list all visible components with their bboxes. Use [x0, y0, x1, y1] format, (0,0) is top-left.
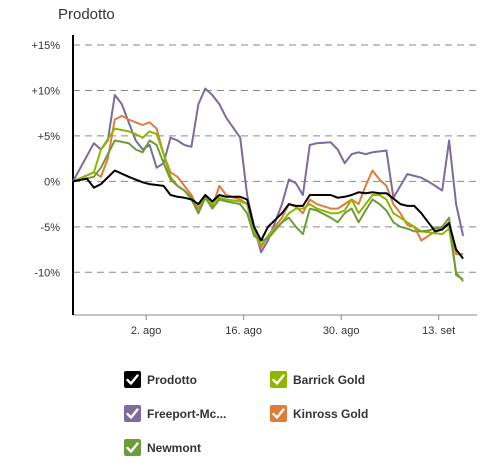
legend-item-barrick-gold[interactable]: Barrick Gold	[270, 371, 365, 388]
series-line-newmont	[72, 139, 464, 281]
legend-label-prodotto: Prodotto	[147, 372, 197, 387]
x-axis-ticks: 2. ago 16. ago 30. ago 13. set	[131, 315, 455, 337]
legend-label-freeport-mc: Freeport-Mc...	[147, 406, 227, 421]
y-tick-label: 0%	[44, 176, 60, 188]
legend-swatch-kinross-gold	[270, 405, 287, 422]
legend-label-newmont: Newmont	[147, 440, 201, 455]
x-tick-label: 13. set	[422, 325, 455, 337]
check-icon	[126, 374, 139, 385]
legend-item-freeport-mc[interactable]: Freeport-Mc...	[124, 405, 226, 422]
check-icon	[126, 408, 139, 419]
y-tick-label: -5%	[40, 222, 60, 234]
y-tick-label: -10%	[34, 267, 60, 279]
legend-swatch-prodotto	[124, 371, 141, 388]
x-tick-label: 2. ago	[131, 325, 162, 337]
gridlines	[73, 44, 477, 316]
series-lines	[72, 87, 465, 283]
y-tick-label: +15%	[32, 40, 61, 52]
x-tick-label: 16. ago	[225, 325, 262, 337]
series-line-barrick-gold	[72, 127, 464, 283]
chart-title: Prodotto	[58, 6, 115, 23]
legend-label-barrick-gold: Barrick Gold	[293, 372, 366, 387]
series-line-kinross-gold	[72, 114, 464, 256]
check-icon	[272, 374, 285, 385]
y-axis-ticks: +15% +10% +5% 0% -5% -10%	[32, 40, 61, 279]
check-icon	[272, 408, 285, 419]
series-line-prodotto	[72, 169, 464, 260]
y-tick-label: +10%	[32, 85, 61, 97]
legend-label-kinross-gold: Kinross Gold	[293, 406, 369, 421]
legend-item-prodotto[interactable]: Prodotto	[124, 371, 197, 388]
y-tick-label: +5%	[38, 131, 61, 143]
check-icon	[126, 442, 139, 453]
legend-swatch-barrick-gold	[270, 371, 287, 388]
legend-swatch-newmont	[124, 439, 141, 456]
legend-swatch-freeport-mc	[124, 405, 141, 422]
legend-item-kinross-gold[interactable]: Kinross Gold	[270, 405, 368, 422]
legend-item-newmont[interactable]: Newmont	[124, 439, 201, 456]
x-tick-label: 30. ago	[323, 325, 360, 337]
